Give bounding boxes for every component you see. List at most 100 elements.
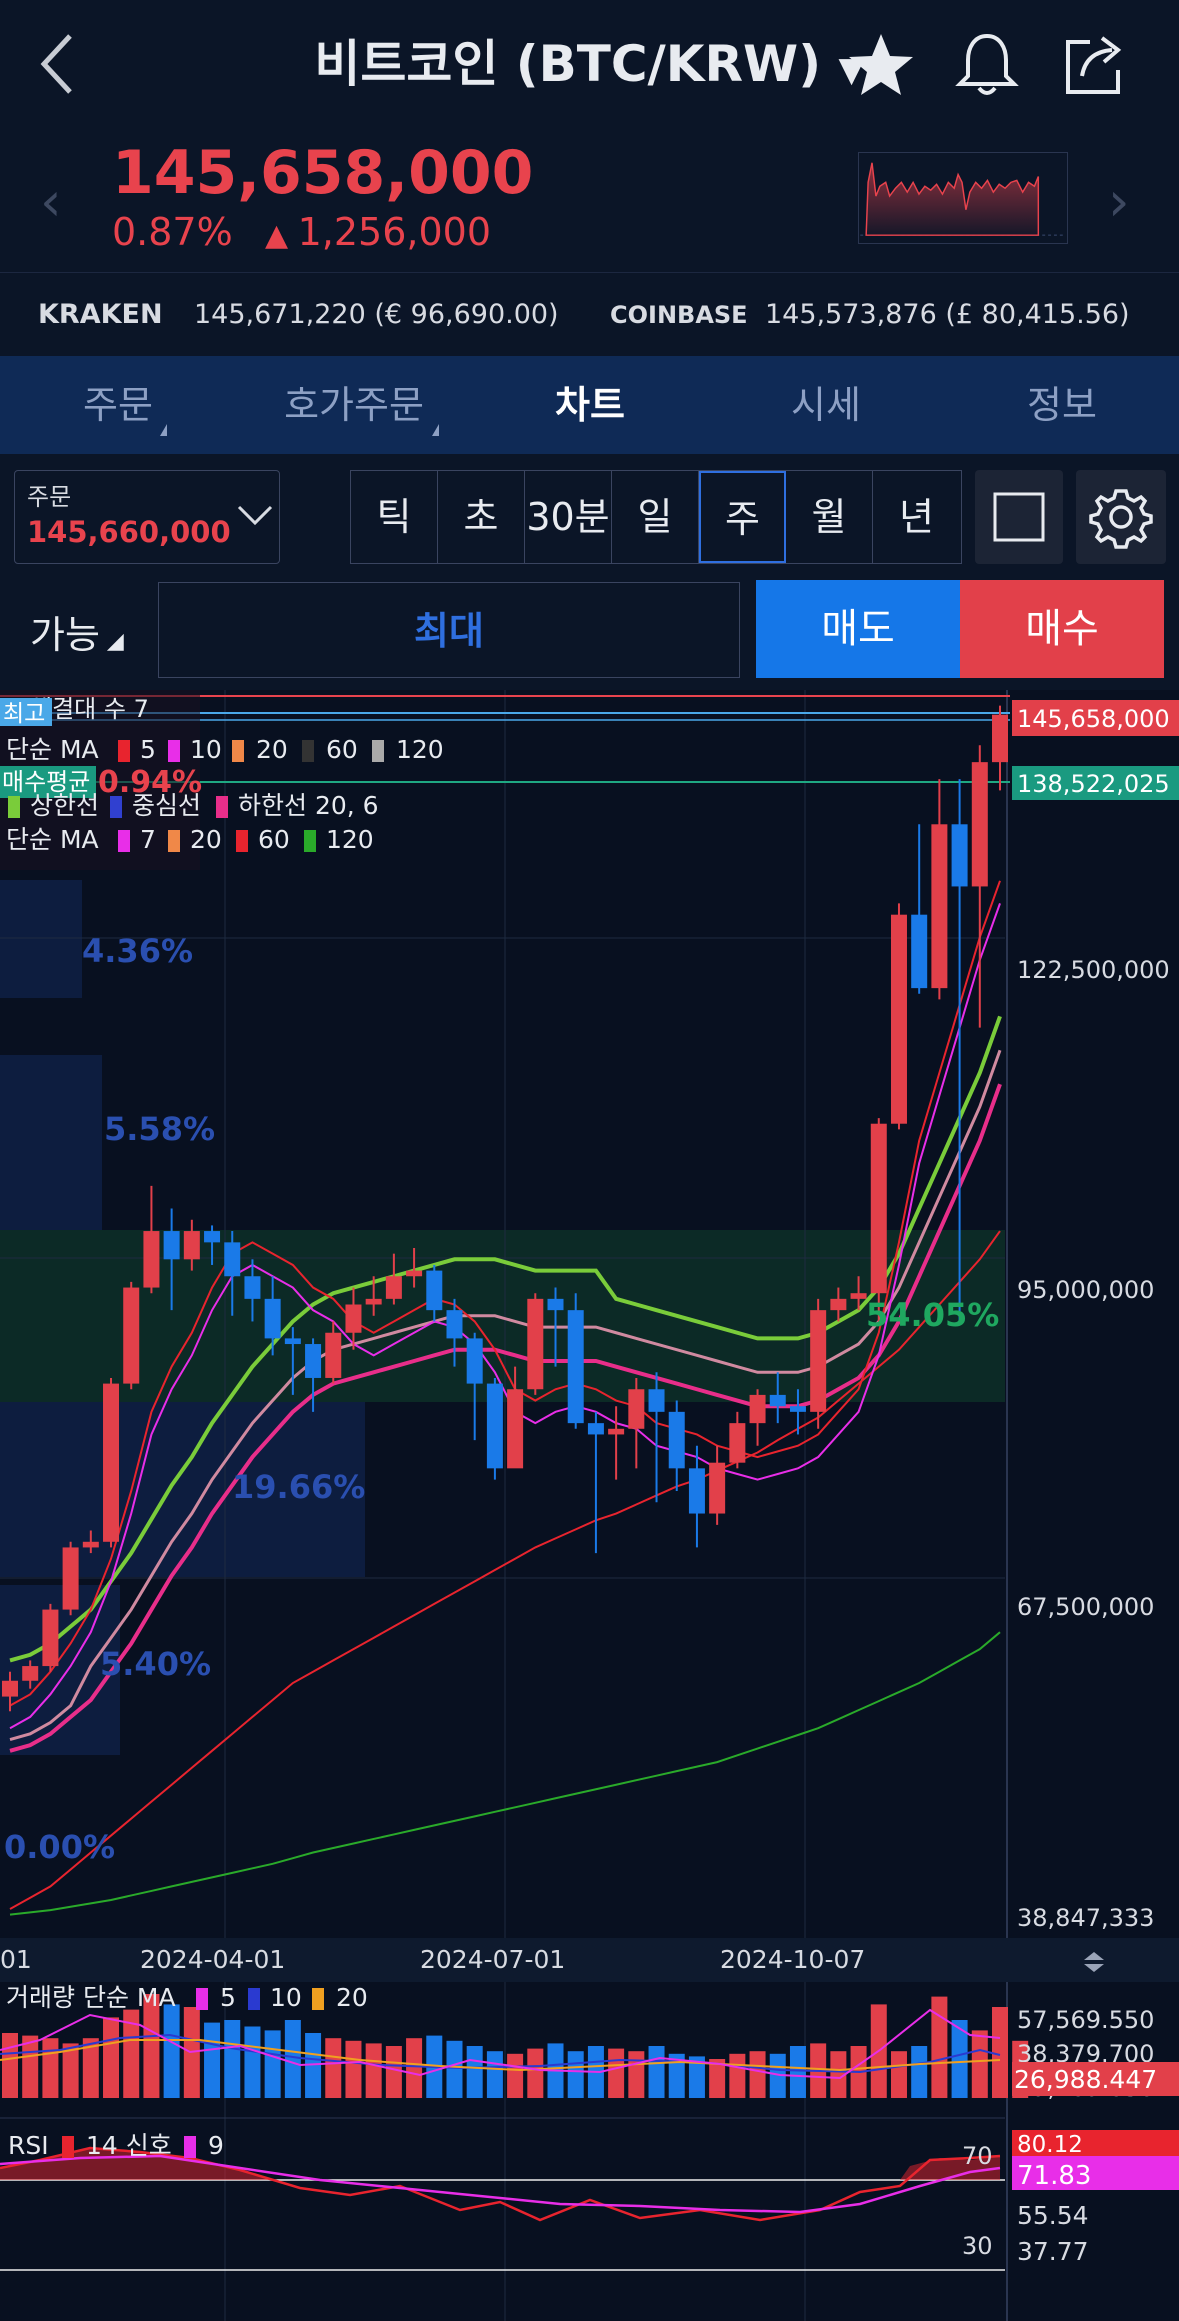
scale-toggle-icon[interactable] [1084, 1952, 1104, 1972]
candle [325, 1332, 342, 1378]
square-icon [993, 492, 1045, 542]
price-chart[interactable]: 4.36% 5.58% 19.66% 5.40% 0.00% 54.05% 체결… [0, 690, 1179, 2321]
exchange-value: 145,573,876 (£ 80,415.56) [765, 299, 1130, 330]
volume-bar [82, 2038, 99, 2098]
volume-bar [688, 2056, 705, 2098]
period-week[interactable]: 주 [699, 471, 786, 563]
profile-pct: 5.58% [104, 1110, 215, 1148]
period-30min[interactable]: 30분 [525, 471, 612, 563]
volume-bar [789, 2046, 806, 2098]
ma2-legend-item: 120 [326, 825, 374, 854]
next-arrow-icon[interactable]: › [1108, 170, 1130, 233]
candle [163, 1231, 180, 1260]
chart-controls: 주문 145,660,000 틱 초 30분 일 주 월 년 [0, 454, 1179, 574]
y-tick: 95,000,000 [1017, 1276, 1154, 1304]
y-tick: 122,500,000 [1017, 956, 1170, 984]
candle [830, 1298, 847, 1311]
fullscreen-button[interactable] [975, 470, 1063, 564]
prev-arrow-icon[interactable]: ‹ [40, 170, 62, 233]
candle [42, 1609, 59, 1667]
ma-legend-item: 60 [326, 735, 358, 764]
volume-bar [365, 2043, 382, 2098]
sell-button[interactable]: 매도 [756, 580, 960, 678]
volume-legend-item: 5 [220, 1983, 236, 2012]
volume-bar [103, 2017, 120, 2098]
candle [426, 1270, 443, 1311]
tab-quotes[interactable]: 시세 [791, 383, 861, 427]
band-upper-line [9, 1015, 1002, 1663]
period-second[interactable]: 초 [438, 471, 525, 563]
tab-info[interactable]: 정보 [1027, 383, 1097, 427]
rsi-legend-item: 9 [208, 2131, 224, 2160]
profile-pct: 0.00% [4, 1828, 115, 1866]
ma10-line [9, 903, 1001, 1730]
volume-bar [244, 2026, 261, 2098]
order-label: 주문 [27, 483, 72, 511]
avg-pct: 0.94% [98, 765, 202, 800]
ma-legend-item: 120 [396, 735, 444, 764]
volume-bar [507, 2053, 524, 2098]
candle [992, 714, 1008, 763]
tab-order[interactable]: 주문 [0, 356, 236, 454]
volume-bar [325, 2038, 342, 2098]
chevron-left-icon[interactable] [38, 32, 78, 96]
buy-button[interactable]: 매수 [960, 580, 1164, 678]
candle [62, 1547, 79, 1610]
share-icon[interactable] [1060, 30, 1130, 100]
candle [789, 1406, 806, 1412]
volume-bar [446, 2040, 463, 2098]
candle [204, 1231, 221, 1243]
rsi-level-label: 70 [962, 2142, 993, 2170]
band-middle-line [9, 1049, 1002, 1741]
volume-bar [931, 1996, 948, 2098]
ma60-line [9, 1230, 1001, 1910]
volume-ma20 [0, 2039, 1001, 2072]
candle [911, 914, 928, 989]
settings-button[interactable] [1076, 470, 1166, 564]
current-price-label: 145,658,000 [1017, 705, 1170, 733]
period-selector: 틱 초 30분 일 주 월 년 [350, 470, 962, 564]
order-price-select[interactable]: 주문 145,660,000 [14, 470, 280, 564]
volume-legend-item: 20 [336, 1983, 368, 2012]
rsi-top-label: 80.12 [1017, 2132, 1083, 2158]
period-tick[interactable]: 틱 [351, 471, 438, 563]
candle [365, 1298, 382, 1305]
candle [305, 1344, 322, 1378]
profile-pct: 5.40% [100, 1645, 211, 1683]
candle [931, 824, 948, 989]
tab-chart[interactable]: 차트 [555, 383, 625, 427]
rsi-current-label: 71.83 [1017, 2161, 1091, 2191]
volume-bar [345, 2040, 362, 2098]
volume-tick: 57,569.550 [1017, 2006, 1154, 2034]
band-legend-item: 중심선 [132, 791, 201, 820]
candle [345, 1304, 362, 1333]
candle [446, 1310, 463, 1339]
available-toggle[interactable]: 가능 ◢ [30, 613, 124, 657]
band-lower-line [9, 1083, 1002, 1753]
candle [971, 762, 988, 887]
bell-icon[interactable] [952, 30, 1022, 100]
star-icon[interactable] [846, 30, 916, 100]
candle [244, 1276, 261, 1299]
period-year[interactable]: 년 [899, 495, 934, 539]
chart-legend: 체결대 수 7 최고 단순 MA 5 10 20 60 120 매수평균 0.9… [0, 690, 444, 870]
avg-tag: 매수평균 [2, 768, 90, 796]
volume-ma10 [0, 2033, 1001, 2074]
period-day[interactable]: 일 [612, 471, 699, 563]
exchange-prices: KRAKEN 145,671,220 (€ 96,690.00) COINBAS… [0, 272, 1179, 356]
tab-orderbook[interactable]: 호가주문 [236, 356, 472, 454]
volume-bar [769, 2053, 786, 2098]
volume-bar [911, 2046, 928, 2098]
candle [284, 1338, 301, 1345]
volume-bar [22, 2035, 39, 2098]
period-month[interactable]: 월 [786, 471, 873, 563]
candle [385, 1276, 402, 1299]
profile-pct: 4.36% [82, 932, 193, 970]
header: 비트코인 (BTC/KRW) ▼ [0, 0, 1179, 130]
max-button[interactable]: 최대 [158, 582, 740, 678]
candle [143, 1231, 160, 1288]
rsi-signal-line [0, 2154, 1001, 2214]
volume-bar [406, 2038, 423, 2098]
current-price: 145,658,000 [112, 138, 534, 208]
volume-legend-title: 거래량 단순 MA [6, 1983, 176, 2012]
